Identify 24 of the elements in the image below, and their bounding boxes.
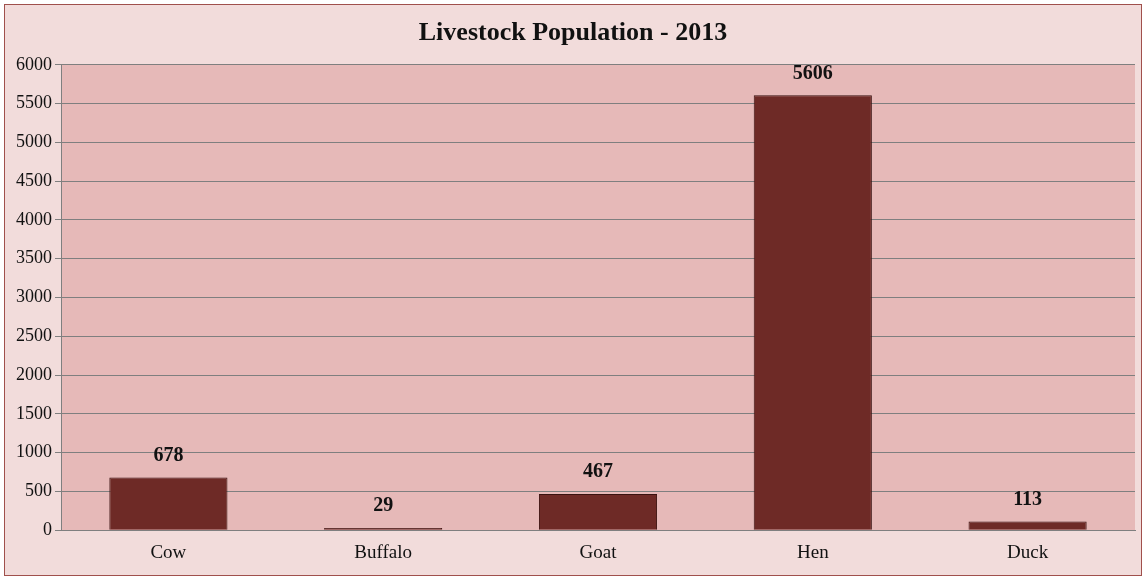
y-tick-label: 1500 bbox=[16, 402, 52, 423]
x-tick-label: Cow bbox=[150, 540, 187, 562]
y-tick-label: 0 bbox=[43, 518, 52, 539]
y-tick-label: 500 bbox=[25, 480, 52, 501]
y-tick-label: 5000 bbox=[16, 131, 52, 152]
y-tick-label: 3000 bbox=[16, 286, 52, 307]
x-tick-label: Hen bbox=[796, 540, 830, 562]
x-tick-label: Duck bbox=[1007, 540, 1049, 562]
y-tick-label: 1000 bbox=[16, 441, 52, 462]
y-tick-label: 3500 bbox=[16, 247, 52, 268]
data-label: 29 bbox=[373, 493, 394, 516]
x-tick-label: Buffalo bbox=[354, 540, 413, 562]
y-tick-label: 5500 bbox=[16, 92, 52, 113]
y-tick-label: 2500 bbox=[16, 325, 52, 346]
data-label: 678 bbox=[153, 442, 184, 465]
y-tick-label: 4000 bbox=[16, 208, 52, 229]
data-label: 5606 bbox=[792, 60, 833, 83]
data-label: 467 bbox=[583, 459, 613, 482]
y-tick-label: 6000 bbox=[16, 53, 52, 74]
x-tick-label: Goat bbox=[579, 540, 618, 562]
y-tick-label: 4500 bbox=[16, 169, 52, 190]
chart-title: Livestock Population - 2013 bbox=[417, 17, 729, 47]
data-label: 113 bbox=[1013, 486, 1043, 509]
y-tick-label: 2000 bbox=[16, 363, 52, 384]
